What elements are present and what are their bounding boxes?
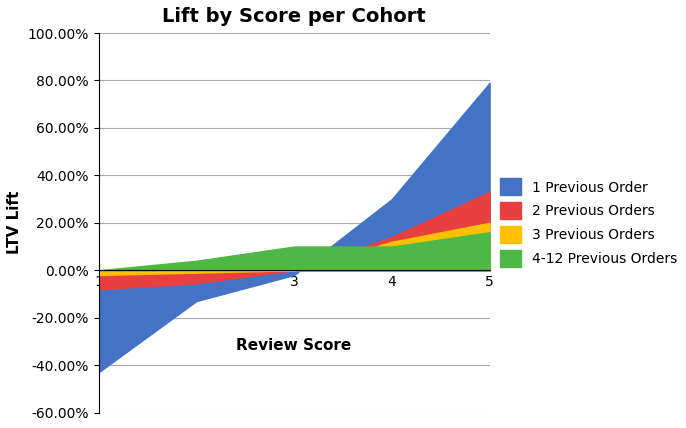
- Legend: 1 Previous Order, 2 Previous Orders, 3 Previous Orders, 4-12 Previous Orders: 1 Previous Order, 2 Previous Orders, 3 P…: [501, 178, 678, 267]
- Y-axis label: LTV Lift: LTV Lift: [7, 191, 22, 255]
- Title: Lift by Score per Cohort: Lift by Score per Cohort: [162, 7, 426, 26]
- X-axis label: Review Score: Review Score: [237, 338, 352, 353]
